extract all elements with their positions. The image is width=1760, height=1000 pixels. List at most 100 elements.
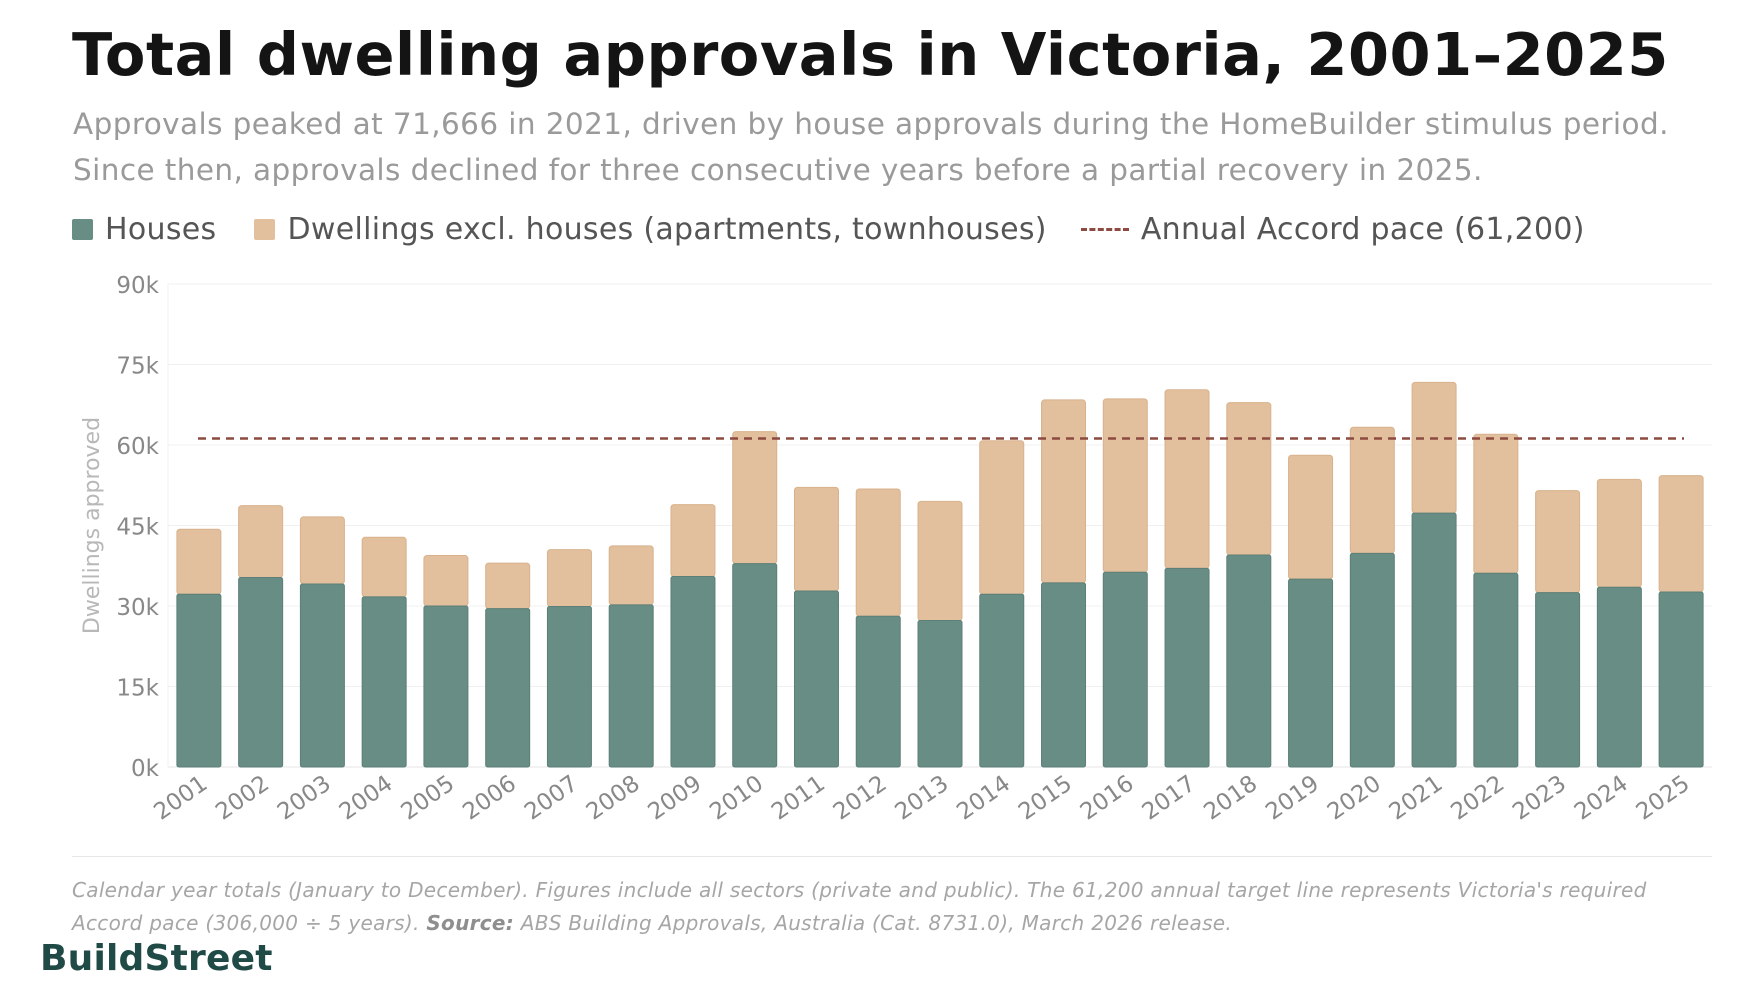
chart-title: Total dwelling approvals in Victoria, 20… [72, 20, 1669, 89]
x-tick-label: 2012 [829, 771, 892, 826]
legend-label-houses: Houses [105, 211, 217, 247]
bar-houses [176, 593, 222, 768]
bar-other-dwellings [608, 545, 654, 606]
bar-other-dwellings [299, 516, 345, 585]
x-tick-label: 2023 [1508, 771, 1571, 826]
x-axis-ticks: 2001200220032004200520062007200820092010… [149, 771, 1694, 826]
x-tick-label: 2007 [520, 771, 583, 826]
y-tick-label: 90k [116, 273, 159, 299]
bar-other-dwellings [1164, 389, 1210, 569]
legend-item-houses: Houses [72, 212, 216, 247]
legend-label-other-dwellings: Dwellings excl. houses (apartments, town… [287, 211, 1047, 247]
legend-swatch-accord-target [1080, 227, 1129, 231]
bar-other-dwellings [1473, 433, 1519, 574]
footnote-source-text: ABS Building Approvals, Australia (Cat. … [520, 911, 1233, 935]
legend-item-other-dwellings: Dwellings excl. houses (apartments, town… [254, 211, 1047, 247]
bar-other-dwellings [1658, 475, 1704, 593]
y-tick-label: 75k [116, 354, 159, 380]
y-tick-label: 60k [116, 434, 159, 460]
x-tick-label: 2002 [211, 771, 274, 826]
chart-subtitle: Approvals peaked at 71,666 in 2021, driv… [73, 107, 1669, 187]
bar-other-dwellings [1349, 426, 1395, 554]
bars [176, 381, 1704, 768]
bar-other-dwellings [238, 505, 284, 579]
bar-houses [1041, 582, 1087, 768]
bar-other-dwellings [361, 536, 407, 598]
bar-houses [423, 605, 469, 768]
legend-label-accord-target: Annual Accord pace (61,200) [1140, 211, 1585, 247]
legend-item-accord-target: Annual Accord pace (61,200) [1080, 211, 1585, 247]
x-tick-label: 2006 [458, 771, 521, 826]
bar-other-dwellings [855, 488, 901, 617]
y-axis-ticks: 0k 15k 30k 45k 60k 75k 90k [116, 273, 159, 782]
bar-houses [1226, 554, 1272, 768]
bar-houses [1349, 552, 1395, 768]
bar-other-dwellings [1411, 381, 1457, 514]
bar-houses [1658, 591, 1704, 768]
bar-houses [1102, 571, 1148, 768]
x-tick-label: 2013 [891, 771, 954, 826]
x-tick-label: 2024 [1570, 771, 1633, 826]
bar-houses [1164, 567, 1210, 768]
bar-other-dwellings [1226, 402, 1272, 556]
y-tick-label: 0k [131, 756, 160, 782]
x-tick-label: 2009 [644, 771, 707, 826]
x-tick-label: 2008 [582, 771, 645, 826]
y-axis-label: Dwellings approved [80, 417, 105, 634]
bar-houses [855, 615, 901, 768]
bar-houses [1473, 572, 1519, 768]
x-tick-label: 2015 [1014, 771, 1077, 826]
footer-divider [72, 856, 1712, 857]
x-tick-label: 2025 [1632, 771, 1695, 826]
bar-other-dwellings [1102, 398, 1148, 573]
bar-houses [732, 563, 778, 768]
bar-houses [1288, 578, 1334, 768]
bar-other-dwellings [176, 528, 222, 595]
bar-other-dwellings [979, 440, 1025, 595]
x-tick-label: 2021 [1385, 771, 1448, 826]
bar-houses [485, 608, 531, 768]
x-tick-label: 2003 [273, 771, 336, 826]
y-tick-label: 30k [116, 595, 159, 621]
x-tick-label: 2016 [1076, 771, 1139, 826]
footnote: Calendar year totals (January to Decembe… [72, 874, 1722, 940]
chart-legend: Houses Dwellings excl. houses (apartment… [72, 206, 1585, 252]
bar-houses [238, 577, 284, 768]
bar-other-dwellings [1596, 478, 1642, 588]
x-tick-label: 2005 [396, 771, 459, 826]
bar-houses [361, 596, 407, 768]
x-tick-label: 2019 [1261, 771, 1324, 826]
bar-other-dwellings [1535, 490, 1581, 594]
footnote-source-label: Source: [426, 911, 515, 935]
bar-houses [546, 606, 592, 768]
x-tick-label: 2020 [1323, 771, 1386, 826]
bar-houses [979, 593, 1025, 768]
brand-logo: BuildStreet [40, 938, 273, 979]
bar-houses [670, 575, 716, 768]
x-tick-label: 2004 [335, 771, 398, 826]
bar-houses [299, 583, 345, 768]
bar-other-dwellings [546, 549, 592, 608]
x-tick-label: 2014 [952, 771, 1015, 826]
x-tick-label: 2017 [1138, 771, 1201, 826]
x-tick-label: 2018 [1199, 771, 1262, 826]
bar-other-dwellings [732, 431, 778, 565]
legend-swatch-other-dwellings [254, 218, 276, 240]
x-tick-label: 2010 [705, 771, 768, 826]
bar-other-dwellings [1041, 399, 1087, 584]
bar-houses [1535, 592, 1581, 768]
bar-other-dwellings [1288, 454, 1334, 580]
bar-other-dwellings [917, 500, 963, 621]
x-tick-label: 2011 [767, 771, 830, 826]
bar-houses [793, 590, 839, 768]
y-tick-label: 45k [116, 515, 159, 541]
bar-other-dwellings [485, 562, 531, 610]
bar-houses [1596, 586, 1642, 768]
bar-other-dwellings [670, 504, 716, 577]
bar-houses [917, 619, 963, 768]
bar-other-dwellings [423, 555, 469, 607]
legend-swatch-houses [72, 218, 93, 240]
x-tick-label: 2022 [1446, 771, 1509, 826]
y-tick-label: 15k [116, 676, 159, 702]
